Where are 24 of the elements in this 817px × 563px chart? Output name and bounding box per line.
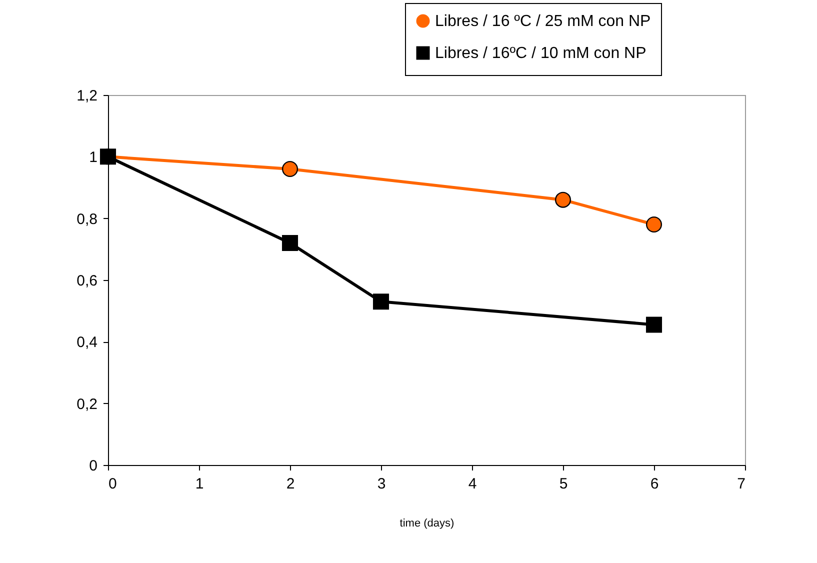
x-tick-label: 1 xyxy=(195,476,204,492)
x-tick-label: 2 xyxy=(286,476,295,492)
point xyxy=(646,216,662,232)
y-tick-label: 0,8 xyxy=(76,210,98,228)
legend-label: Libres / 16 ºC / 25 mM con NP xyxy=(435,13,651,30)
point xyxy=(646,316,662,333)
y-tick-label: 0,2 xyxy=(76,396,98,413)
point xyxy=(554,192,572,208)
x-tick-label: 5 xyxy=(559,476,568,492)
x-tick-label: 3 xyxy=(377,476,386,492)
x-axis-title: time (days) xyxy=(400,518,454,530)
x-tick-label: 6 xyxy=(650,476,659,492)
point xyxy=(372,294,390,310)
y-tick-label: 1,2 xyxy=(76,88,98,104)
x-tick-label: 0 xyxy=(108,476,117,492)
legend-label: Libres / 16ºC / 10 mM con NP xyxy=(435,45,646,62)
y-tick-label: 0 xyxy=(89,458,98,474)
y-tick-label: 0,6 xyxy=(76,272,98,290)
point xyxy=(282,234,298,252)
x-tick-label: 7 xyxy=(737,476,746,492)
x-tick-label: 4 xyxy=(468,476,477,492)
y-tick-label: 0,4 xyxy=(76,334,98,352)
point xyxy=(282,161,298,177)
y-tick-label: 1 xyxy=(89,149,98,166)
